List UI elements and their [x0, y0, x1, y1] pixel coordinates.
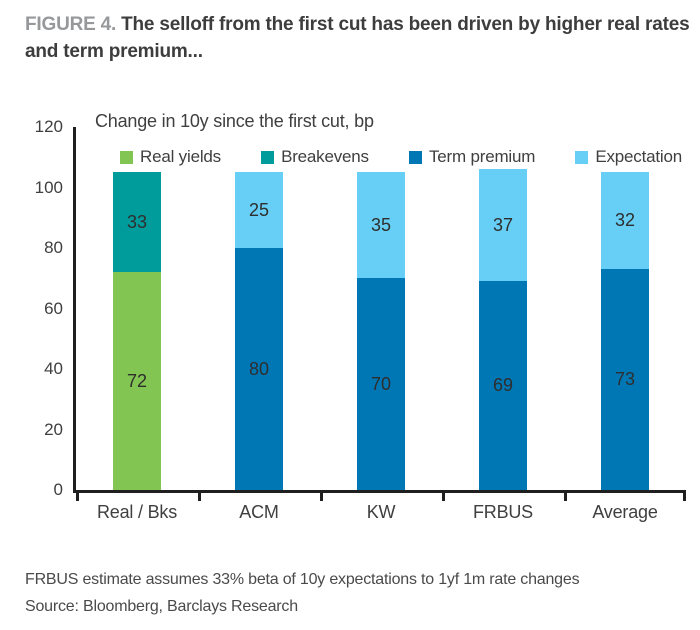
x-axis-tick	[198, 493, 201, 501]
bar-value-label: 25	[248, 199, 270, 220]
bar-value-label: 32	[614, 210, 636, 231]
legend-label: Breakevens	[281, 147, 369, 166]
footnotes: FRBUS estimate assumes 33% beta of 10y e…	[25, 566, 685, 620]
figure-title-text: The selloff from the first cut has been …	[25, 14, 690, 62]
bar-value-label: 69	[492, 375, 514, 396]
legend-item-expectation: Expectation	[575, 147, 682, 167]
bar-segment-term-premium: 70	[357, 278, 405, 490]
bar-value-label: 35	[370, 214, 392, 235]
legend-swatch-icon	[261, 150, 275, 164]
bar-value-label: 37	[492, 214, 514, 235]
footnote-text: FRBUS estimate assumes 33% beta of 10y e…	[25, 571, 580, 588]
y-tick-label: 100	[34, 177, 63, 197]
legend-label: Term premium	[428, 147, 536, 166]
x-category-label: FRBUS	[472, 502, 533, 522]
legend-item-breakevens: Breakevens	[261, 147, 369, 167]
source-text: Source: Bloomberg, Barclays Research	[25, 598, 298, 616]
bar-value-label: 72	[126, 370, 148, 391]
bar-segment-real-yields: 72	[113, 272, 161, 490]
x-axis-tick	[564, 493, 567, 501]
x-category-label: Average	[592, 502, 658, 522]
bar-segment-term-premium: 69	[479, 281, 527, 490]
legend-swatch-icon	[120, 150, 133, 164]
plot-area: 72 33 80 25 70 35 69 37 73 32	[73, 127, 686, 501]
figure-label: FIGURE 4.	[25, 14, 117, 35]
legend-label: Expectation	[595, 147, 682, 166]
bar-segment-expectation: 32	[601, 172, 649, 270]
x-category-label: Real / Bks	[96, 502, 178, 522]
y-tick-label: 120	[34, 117, 63, 136]
x-axis-category-labels: Real / Bks ACM KW FRBUS Average	[76, 502, 686, 526]
bar-segment-breakevens: 33	[113, 172, 161, 273]
bar-value-label: 70	[370, 373, 392, 394]
chart-subtitle: Change in 10y since the first cut, bp	[95, 111, 374, 131]
figure-title: FIGURE 4. The selloff from the first cut …	[25, 12, 693, 66]
bar-segment-expectation: 37	[479, 169, 527, 282]
x-category-label: ACM	[239, 502, 279, 522]
y-tick-label: 80	[44, 238, 63, 257]
legend-item-real-yields: Real yields	[120, 147, 221, 167]
y-axis-tick-labels: 0 20 40 60 80 100 120	[0, 117, 63, 499]
y-tick-label: 20	[44, 419, 63, 439]
bar-segment-term-premium: 73	[601, 269, 649, 490]
bar-segment-term-premium: 80	[235, 248, 283, 490]
legend-swatch-icon	[575, 150, 589, 164]
legend-item-term-premium: Term premium	[408, 147, 536, 167]
y-tick-label: 60	[44, 298, 63, 318]
bar-segment-expectation: 35	[357, 172, 405, 279]
bar-segment-expectation: 25	[235, 172, 283, 248]
x-axis-tick	[320, 493, 323, 501]
bar-value-label: 80	[248, 358, 270, 379]
x-axis-tick	[442, 493, 445, 501]
x-category-label: KW	[366, 502, 396, 522]
y-tick-label: 40	[44, 359, 63, 378]
bar-value-label: 33	[126, 211, 148, 232]
legend-swatch-icon	[408, 150, 422, 164]
chart-legend: Real yields Breakevens Term premium Expecta…	[120, 146, 682, 168]
stacked-bar-chart: Change in 10y since the first cut, bp Re…	[0, 95, 700, 535]
x-axis-tick	[76, 493, 79, 501]
legend-label: Real yields	[140, 147, 221, 166]
x-axis-tick	[683, 493, 686, 501]
y-tick-label: 0	[53, 480, 63, 499]
bar-value-label: 73	[614, 369, 636, 390]
